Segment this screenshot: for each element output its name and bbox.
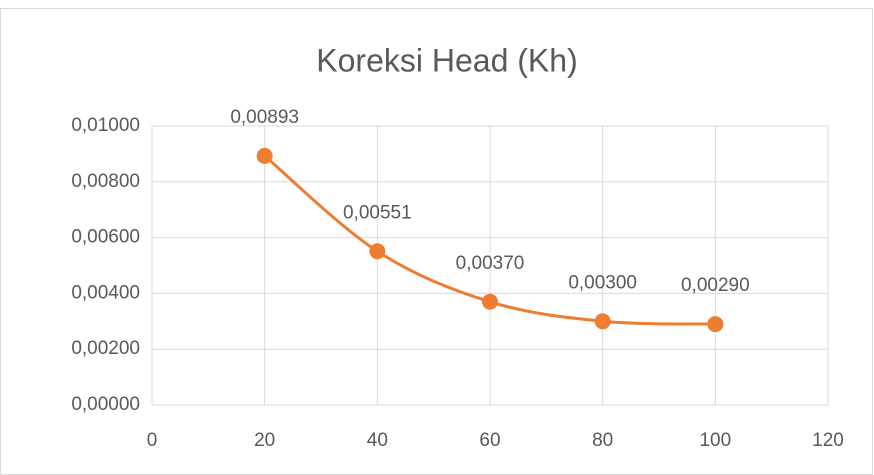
data-label: 0,00893 [230,107,299,128]
x-tick-label: 20 [254,430,275,451]
data-label: 0,00290 [681,275,750,296]
x-tick-label: 100 [699,430,731,451]
x-tick-label: 40 [367,430,388,451]
data-point [707,316,724,333]
data-point [256,147,273,164]
data-point [369,243,386,260]
chart-title: Koreksi Head (Kh) [316,42,577,78]
data-label: 0,00300 [568,272,637,293]
y-tick-label: 0,00400 [71,282,140,303]
data-point [482,293,498,310]
x-tick-label: 0 [147,430,158,451]
data-label: 0,00551 [343,202,412,223]
data-point [594,313,611,330]
x-tick-label: 120 [812,430,844,451]
x-tick-label: 60 [479,430,500,451]
y-tick-label: 0,00600 [71,227,140,248]
y-tick-label: 0,01000 [71,115,140,136]
data-label: 0,00370 [456,253,525,274]
y-tick-label: 0,00800 [71,171,140,192]
chart-frame [0,8,873,475]
y-tick-label: 0,00200 [71,338,140,359]
x-tick-label: 80 [592,430,613,451]
y-tick-label: 0,00000 [71,394,140,415]
